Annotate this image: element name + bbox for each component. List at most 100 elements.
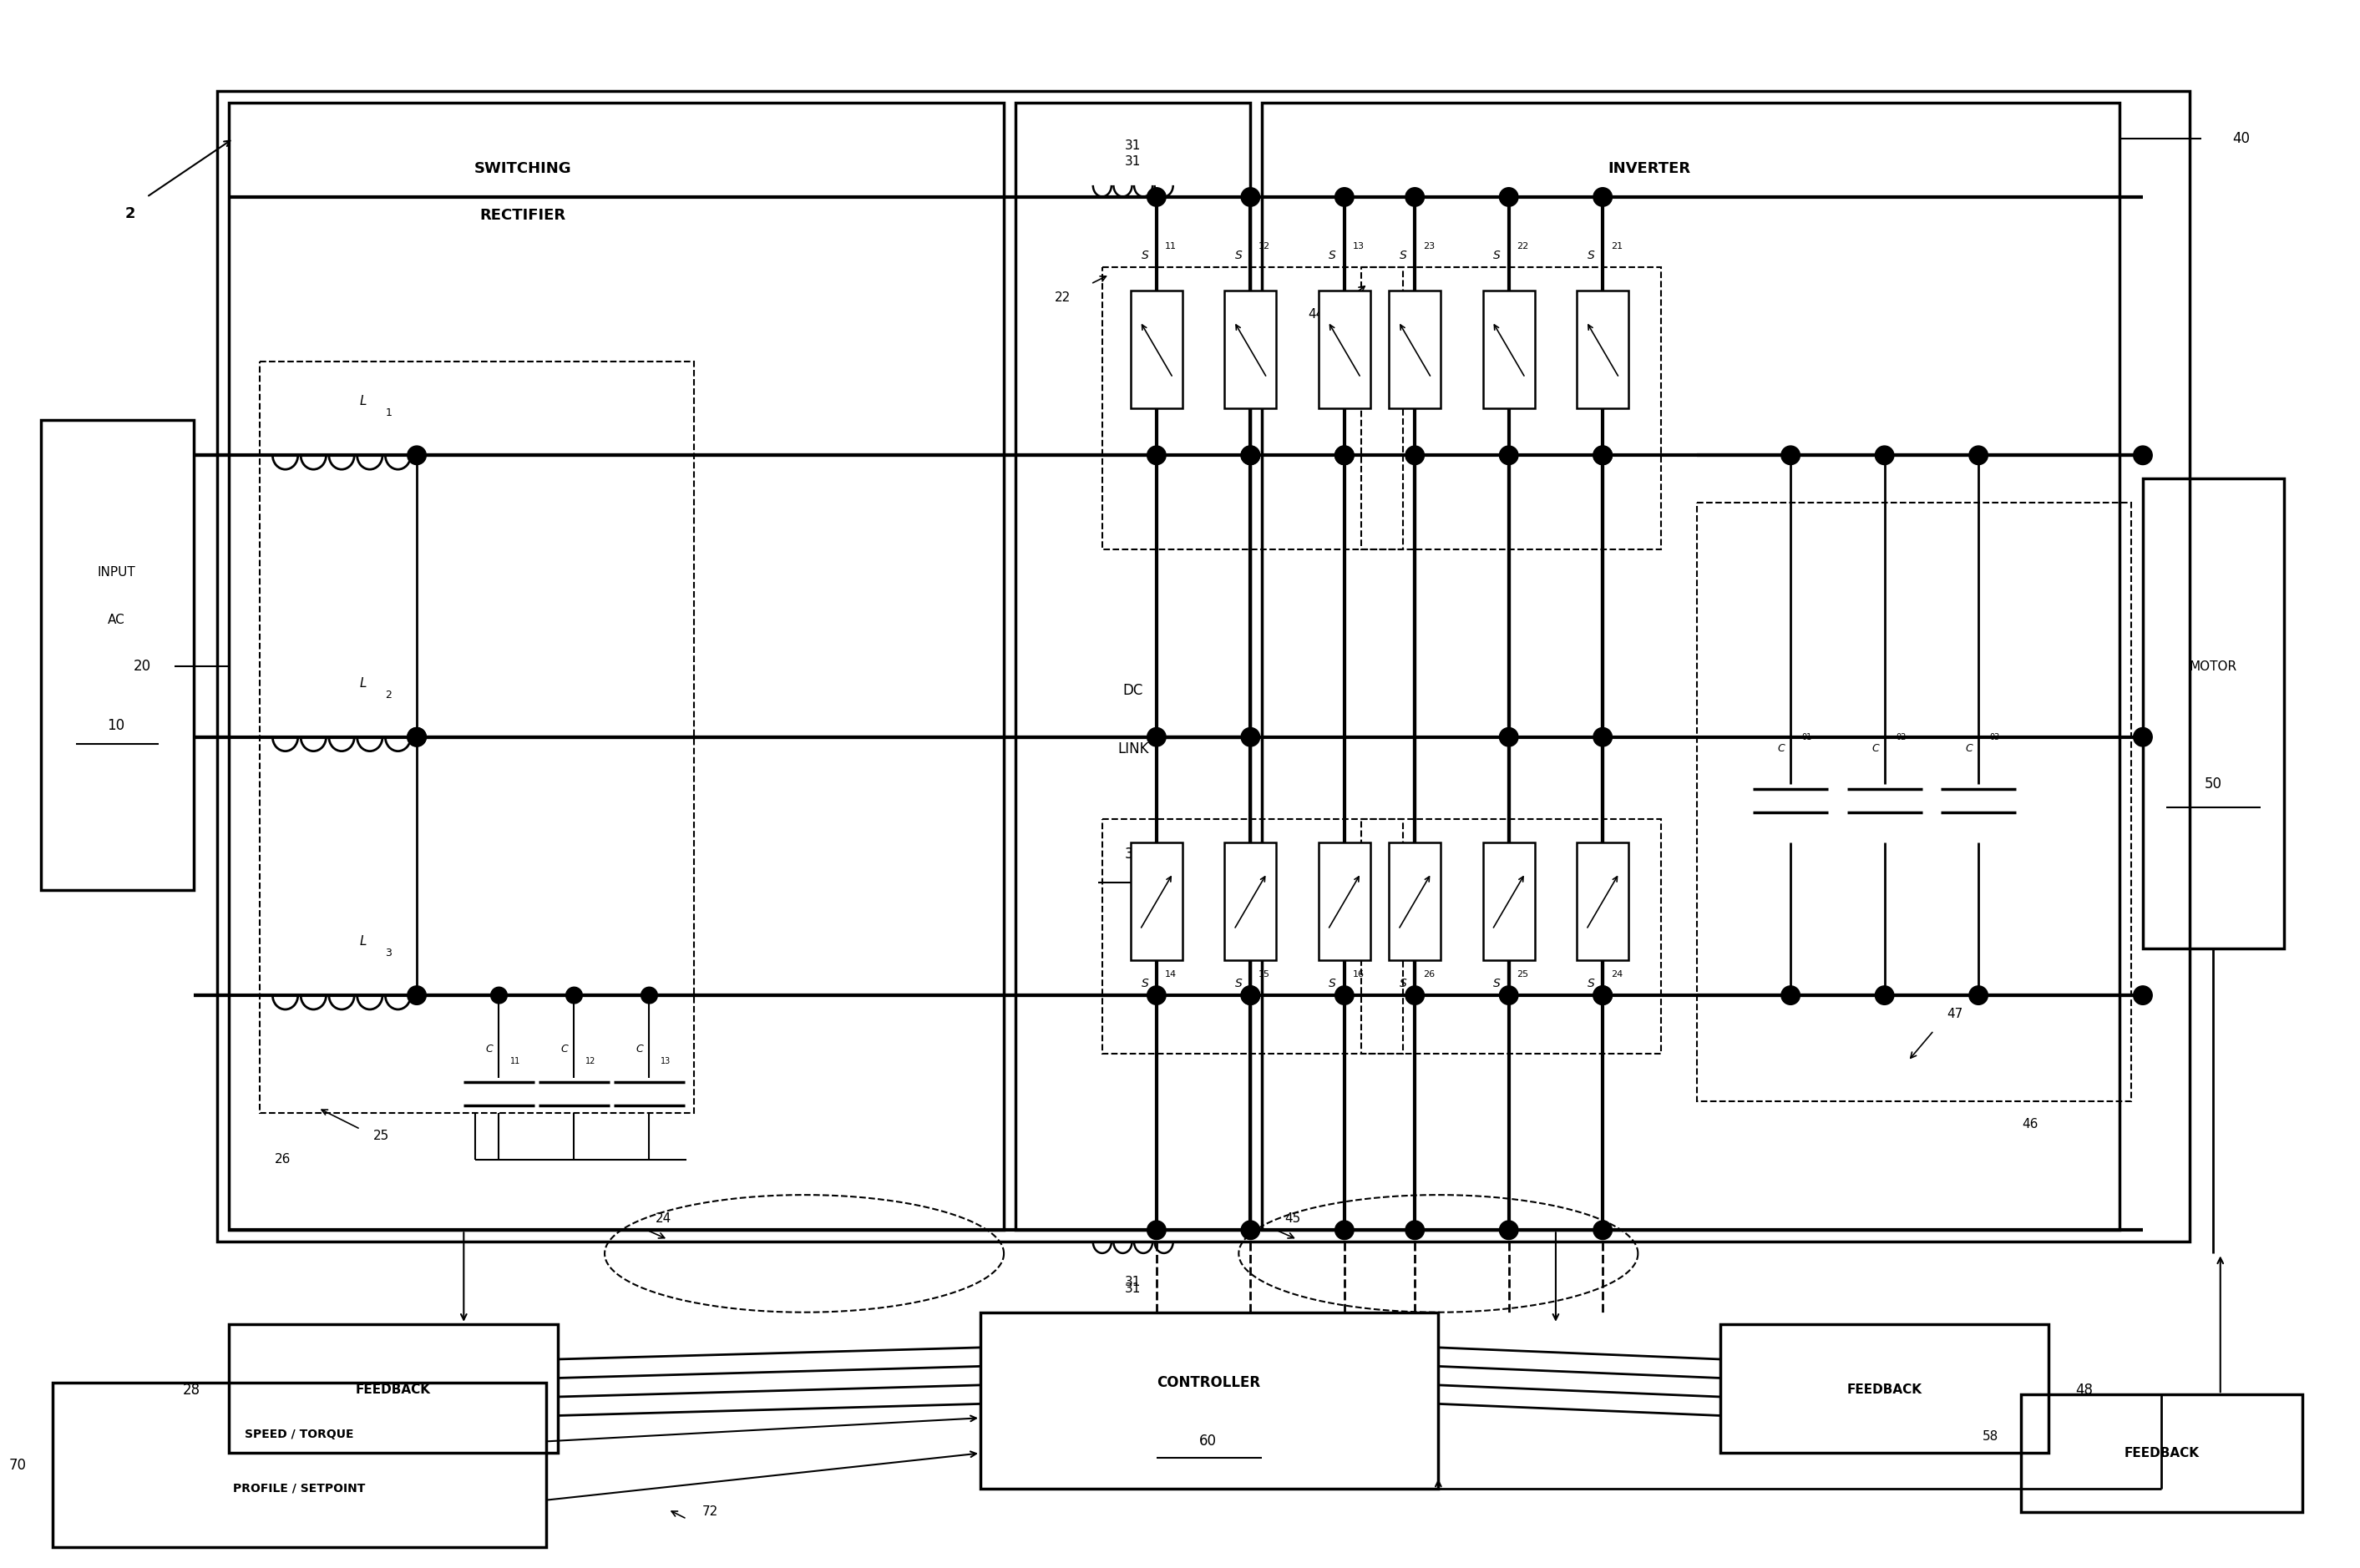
Circle shape — [1241, 1221, 1260, 1239]
Text: 45: 45 — [1284, 1212, 1300, 1225]
Text: INPUT: INPUT — [97, 566, 135, 579]
Circle shape — [1241, 445, 1260, 464]
Text: MOTOR: MOTOR — [2190, 660, 2237, 673]
Circle shape — [1593, 986, 1612, 1005]
Text: 15: 15 — [1258, 971, 1270, 978]
Circle shape — [1147, 986, 1166, 1005]
Text: SPEED / TORQUE: SPEED / TORQUE — [245, 1428, 354, 1441]
Text: 12: 12 — [585, 1057, 595, 1065]
Circle shape — [1876, 986, 1895, 1005]
FancyBboxPatch shape — [1390, 842, 1440, 960]
Circle shape — [1593, 188, 1612, 207]
Circle shape — [1593, 728, 1612, 746]
Text: C: C — [486, 1044, 493, 1055]
Text: 2: 2 — [385, 690, 392, 701]
Circle shape — [1147, 728, 1166, 746]
Text: 26: 26 — [274, 1154, 290, 1167]
Text: 25: 25 — [373, 1131, 389, 1143]
Text: 01: 01 — [1803, 732, 1812, 742]
Text: 47: 47 — [1947, 1008, 1964, 1021]
FancyBboxPatch shape — [1390, 292, 1440, 408]
Circle shape — [1593, 1221, 1612, 1239]
Text: 14: 14 — [1166, 971, 1178, 978]
FancyBboxPatch shape — [1130, 292, 1182, 408]
Circle shape — [1593, 986, 1612, 1005]
Text: S: S — [1329, 978, 1336, 989]
Circle shape — [1593, 445, 1612, 464]
Text: 50: 50 — [2204, 776, 2223, 792]
Circle shape — [1147, 1221, 1166, 1239]
Text: 70: 70 — [9, 1457, 26, 1472]
Circle shape — [1968, 445, 1987, 464]
Circle shape — [1336, 445, 1355, 464]
Circle shape — [1968, 986, 1987, 1005]
Circle shape — [2133, 728, 2152, 746]
Text: 22: 22 — [1055, 292, 1071, 304]
Circle shape — [1407, 445, 1423, 464]
Text: PROFILE / SETPOINT: PROFILE / SETPOINT — [234, 1482, 366, 1494]
Text: 58: 58 — [1982, 1430, 1999, 1443]
Text: 31: 31 — [1126, 1275, 1142, 1287]
Circle shape — [408, 986, 427, 1005]
Text: S: S — [1142, 249, 1149, 262]
Circle shape — [1499, 445, 1517, 464]
Text: 24: 24 — [656, 1212, 670, 1225]
Circle shape — [1336, 445, 1355, 464]
Circle shape — [1876, 445, 1895, 464]
Circle shape — [408, 445, 427, 464]
FancyBboxPatch shape — [1225, 292, 1277, 408]
Text: 31: 31 — [1126, 1283, 1142, 1295]
Text: 11: 11 — [510, 1057, 522, 1065]
FancyBboxPatch shape — [1130, 842, 1182, 960]
Text: S: S — [1588, 978, 1595, 989]
Text: 11: 11 — [1166, 241, 1175, 251]
Text: 31: 31 — [1126, 140, 1142, 152]
Circle shape — [1241, 188, 1260, 207]
Circle shape — [1336, 986, 1355, 1005]
Text: 28: 28 — [182, 1383, 201, 1397]
Text: 40: 40 — [2233, 130, 2249, 146]
Circle shape — [1407, 1221, 1423, 1239]
Text: S: S — [1588, 249, 1595, 262]
Text: DC: DC — [1123, 682, 1142, 698]
FancyBboxPatch shape — [1225, 842, 1277, 960]
Text: INVERTER: INVERTER — [1607, 162, 1692, 176]
Circle shape — [1336, 188, 1355, 207]
Text: C: C — [1777, 743, 1784, 754]
Text: AC: AC — [109, 613, 125, 626]
FancyBboxPatch shape — [1319, 842, 1371, 960]
Text: S: S — [1494, 249, 1501, 262]
Circle shape — [1336, 1221, 1355, 1239]
Circle shape — [566, 988, 583, 1004]
Circle shape — [1147, 188, 1166, 207]
Text: S: S — [1399, 978, 1407, 989]
Circle shape — [1241, 728, 1260, 746]
Text: S: S — [1494, 978, 1501, 989]
Text: 30: 30 — [1123, 847, 1142, 862]
Text: 23: 23 — [1423, 241, 1435, 251]
Text: 26: 26 — [1423, 971, 1435, 978]
Text: S: S — [1234, 978, 1241, 989]
Text: 31: 31 — [1126, 155, 1142, 168]
Circle shape — [1499, 986, 1517, 1005]
Circle shape — [408, 728, 427, 746]
FancyBboxPatch shape — [1576, 842, 1628, 960]
Text: 1: 1 — [385, 408, 392, 419]
Circle shape — [1147, 445, 1166, 464]
Text: SWITCHING: SWITCHING — [474, 162, 571, 176]
Circle shape — [642, 988, 658, 1004]
Text: RECTIFIER: RECTIFIER — [479, 209, 566, 223]
Text: C: C — [637, 1044, 644, 1055]
FancyBboxPatch shape — [1319, 292, 1371, 408]
Text: 44: 44 — [1307, 309, 1324, 321]
Circle shape — [1241, 986, 1260, 1005]
Text: 48: 48 — [2074, 1383, 2093, 1397]
Circle shape — [1407, 986, 1423, 1005]
Text: S: S — [1399, 249, 1407, 262]
Text: 10: 10 — [106, 718, 125, 732]
Circle shape — [1241, 445, 1260, 464]
Text: 13: 13 — [661, 1057, 670, 1065]
Text: L: L — [359, 677, 366, 690]
Text: L: L — [359, 935, 366, 947]
Circle shape — [1499, 1221, 1517, 1239]
